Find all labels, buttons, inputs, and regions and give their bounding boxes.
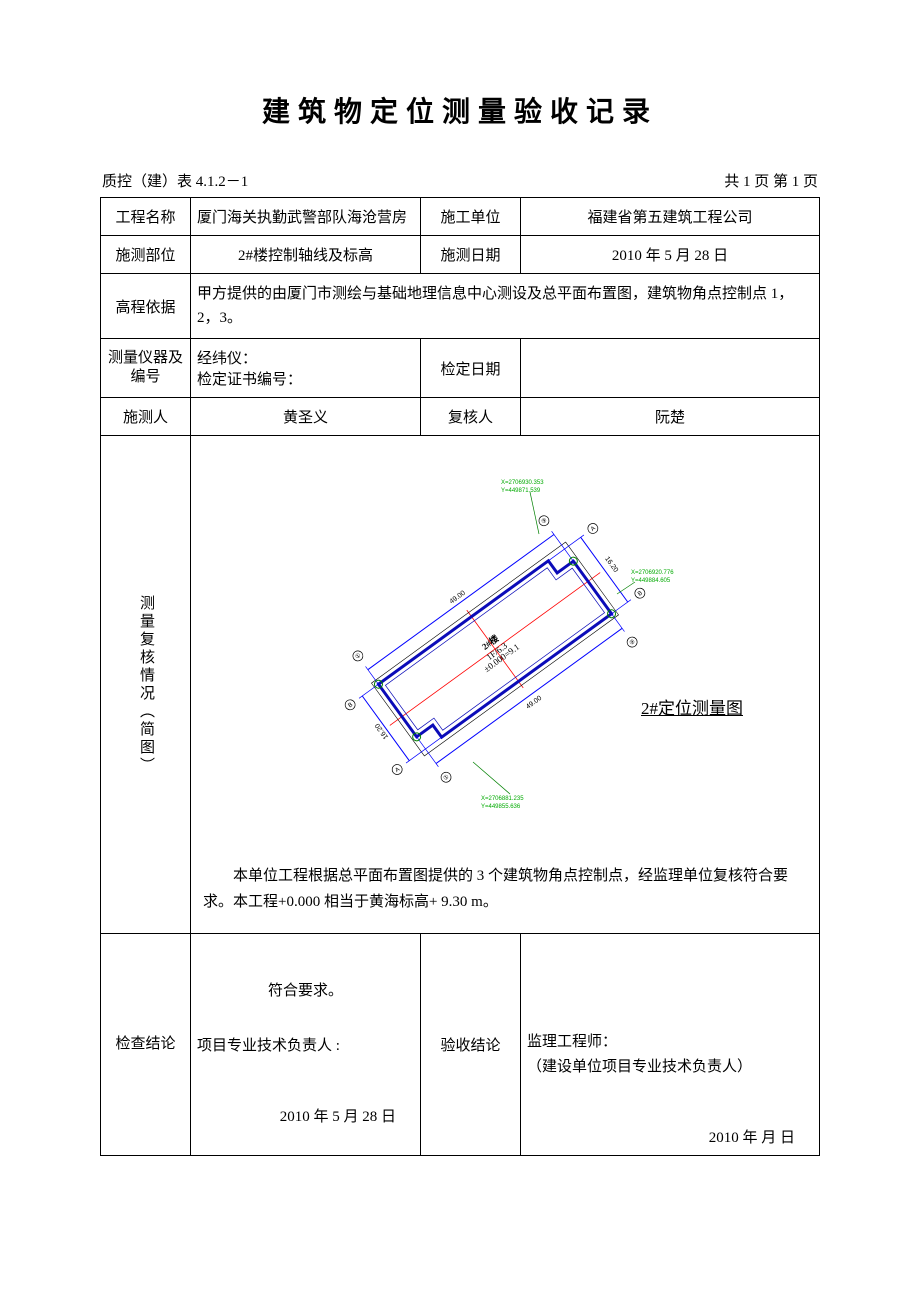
page-title: 建筑物定位测量验收记录 bbox=[100, 90, 820, 130]
conclusion-requirement: 符合要求。 bbox=[197, 979, 414, 1000]
value-measure-part: 2#楼控制轴线及标高 bbox=[191, 236, 421, 274]
label-project-name: 工程名称 bbox=[101, 198, 191, 236]
form-header: 质控（建）表 4.1.2－1 共 1 页 第 1 页 bbox=[100, 170, 820, 191]
row-elevation-basis: 高程依据 甲方提供的由厦门市测绘与基础地理信息中心测设及总平面布置图，建筑物角点… bbox=[101, 274, 820, 339]
conclusion-date: 2010 年 5 月 28 日 bbox=[197, 1105, 414, 1126]
label-check-conclusion: 检查结论 bbox=[101, 934, 191, 1156]
cell-check-conclusion: 符合要求。 项目专业技术负责人 : 2010 年 5 月 28 日 bbox=[191, 934, 421, 1156]
acceptance-date: 2010 年 月 日 bbox=[527, 1126, 813, 1147]
diagram-cell: 49.00 49.00 16.20 16.20 bbox=[191, 436, 820, 934]
svg-text:X=2706930.353: X=2706930.353 bbox=[501, 480, 544, 486]
label-construction-unit: 施工单位 bbox=[421, 198, 521, 236]
record-table: 工程名称 厦门海关执勤武警部队海沧营房 施工单位 福建省第五建筑工程公司 施测部… bbox=[100, 197, 820, 1156]
svg-text:X=2706881.235: X=2706881.235 bbox=[481, 796, 524, 802]
location-diagram: 49.00 49.00 16.20 16.20 bbox=[295, 444, 715, 844]
form-number: 质控（建）表 4.1.2－1 bbox=[102, 170, 248, 191]
label-measure-part: 施测部位 bbox=[101, 236, 191, 274]
diagram-note: 本单位工程根据总平面布置图提供的 3 个建筑物角点控制点，经监理单位复核符合要求… bbox=[197, 864, 813, 925]
label-elevation-basis: 高程依据 bbox=[101, 274, 191, 339]
row-project: 工程名称 厦门海关执勤武警部队海沧营房 施工单位 福建省第五建筑工程公司 bbox=[101, 198, 820, 236]
row-diagram: 测量复核情况（简图） bbox=[101, 436, 820, 934]
row-persons: 施测人 黄圣义 复核人 阮楚 bbox=[101, 398, 820, 436]
value-surveyor: 黄圣义 bbox=[191, 398, 421, 436]
page-info: 共 1 页 第 1 页 bbox=[724, 170, 818, 191]
value-calib-date bbox=[521, 339, 820, 398]
svg-text:X=2706920.776: X=2706920.776 bbox=[631, 570, 674, 576]
value-project-name: 厦门海关执勤武警部队海沧营房 bbox=[191, 198, 421, 236]
svg-text:A: A bbox=[590, 526, 597, 533]
instrument-line1: 经纬仪： bbox=[197, 347, 414, 368]
label-instrument: 测量仪器及编号 bbox=[101, 339, 191, 398]
coord-right: X=2706920.776 Y=449884.605 bbox=[617, 570, 674, 594]
svg-text:A: A bbox=[394, 767, 401, 774]
value-construction-unit: 福建省第五建筑工程公司 bbox=[521, 198, 820, 236]
label-surveyor: 施测人 bbox=[101, 398, 191, 436]
conclusion-signer-label: 项目专业技术负责人 : bbox=[197, 1034, 414, 1055]
coord-top: X=2706930.353 Y=449871.539 bbox=[501, 480, 544, 534]
svg-text:B: B bbox=[347, 702, 354, 709]
label-calib-date: 检定日期 bbox=[421, 339, 521, 398]
value-measure-date: 2010 年 5 月 28 日 bbox=[521, 236, 820, 274]
instrument-line2: 检定证书编号： bbox=[197, 368, 414, 389]
acceptance-note: （建设单位项目专业技术负责人） bbox=[527, 1055, 813, 1076]
cell-accept-conclusion: 监理工程师： （建设单位项目专业技术负责人） 2010 年 月 日 bbox=[521, 934, 820, 1156]
dim-long-top: 49.00 bbox=[449, 590, 467, 606]
coord-bot: X=2706881.235 Y=449855.636 bbox=[473, 762, 524, 810]
label-accept-conclusion: 验收结论 bbox=[421, 934, 521, 1156]
row-instrument: 测量仪器及编号 经纬仪： 检定证书编号： 检定日期 bbox=[101, 339, 820, 398]
value-instrument: 经纬仪： 检定证书编号： bbox=[191, 339, 421, 398]
row-measure-part: 施测部位 2#楼控制轴线及标高 施测日期 2010 年 5 月 28 日 bbox=[101, 236, 820, 274]
svg-text:Y=449871.539: Y=449871.539 bbox=[501, 488, 541, 494]
label-reviewer: 复核人 bbox=[421, 398, 521, 436]
acceptance-signer-label: 监理工程师： bbox=[527, 1030, 813, 1051]
svg-text:B: B bbox=[637, 590, 644, 597]
svg-text:Y=449884.605: Y=449884.605 bbox=[631, 578, 671, 584]
row-conclusion: 检查结论 符合要求。 项目专业技术负责人 : 2010 年 5 月 28 日 验… bbox=[101, 934, 820, 1156]
value-elevation-basis: 甲方提供的由厦门市测绘与基础地理信息中心测设及总平面布置图，建筑物角点控制点 1… bbox=[191, 274, 820, 339]
diagram-caption: 2#定位测量图 bbox=[641, 694, 743, 719]
label-measure-date: 施测日期 bbox=[421, 236, 521, 274]
svg-text:Y=449855.636: Y=449855.636 bbox=[481, 804, 521, 810]
value-reviewer: 阮楚 bbox=[521, 398, 820, 436]
label-review-diagram: 测量复核情况（简图） bbox=[101, 436, 191, 934]
